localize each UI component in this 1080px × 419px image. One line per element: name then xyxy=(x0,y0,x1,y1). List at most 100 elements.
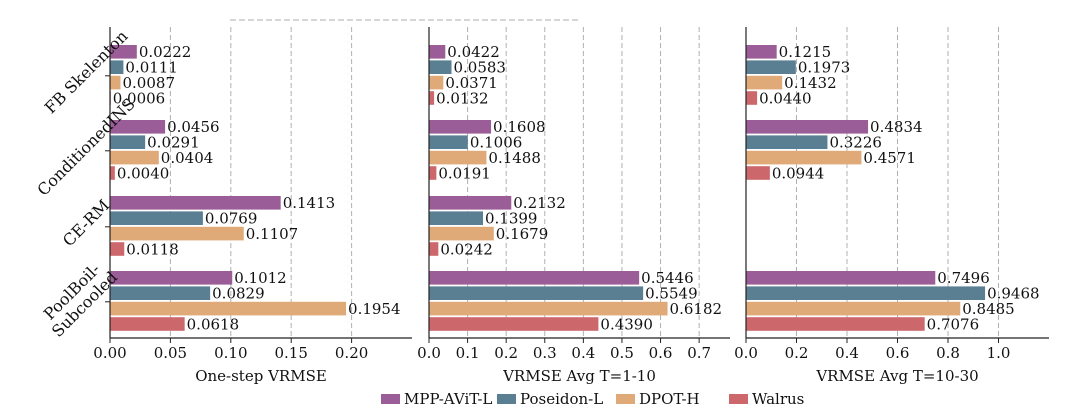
bar-value-label: 0.1954 xyxy=(348,300,401,318)
bar-mpp-avit-l-poolboil-subcooled xyxy=(429,271,640,285)
bar-poseidon-l-poolboil-subcooled xyxy=(110,286,211,300)
bar-value-label: 0.0291 xyxy=(147,134,200,152)
x-axis-label: VRMSE Avg T=1-10 xyxy=(502,367,656,385)
bar-value-label: 0.1432 xyxy=(784,74,837,92)
bar-poseidon-l-conditionedins xyxy=(429,135,468,149)
bar-mpp-avit-l-fb-skelenton xyxy=(110,45,137,59)
bar-value-label: 0.0040 xyxy=(117,164,170,182)
panel-3: 0.0 0.2 0.4 0.6 0.8 1.0 0.1215 0.4834 0.7496 0.19… xyxy=(734,27,1049,385)
bar-poseidon-l-poolboil-subcooled xyxy=(746,286,986,300)
bar-value-label: 0.6182 xyxy=(670,300,723,318)
bar-dpot-h-poolboil-subcooled xyxy=(429,301,668,316)
legend-swatch-poseidon-l xyxy=(497,394,516,404)
x-axis-label: One-step VRMSE xyxy=(195,367,327,385)
legend-swatch-dpot-h xyxy=(616,394,635,404)
bar-value-label: 0.0769 xyxy=(205,210,258,228)
bar-value-label: 0.0422 xyxy=(447,43,500,61)
bar-value-label: 0.0111 xyxy=(125,59,178,77)
bar-dpot-h-poolboil-subcooled xyxy=(110,301,347,316)
bar-walrus-ce-rm xyxy=(429,242,439,256)
bar-walrus-poolboil-subcooled xyxy=(110,317,185,331)
bar-value-label: 0.0132 xyxy=(436,89,489,107)
bar-value-label: 0.9468 xyxy=(987,285,1040,303)
bar-value-label: 0.1215 xyxy=(779,43,832,61)
bar-mpp-avit-l-fb-skelenton xyxy=(429,45,446,59)
bar-dpot-h-ce-rm xyxy=(110,226,244,241)
bar-value-label: 0.0618 xyxy=(187,315,240,333)
bar-value-label: 0.0191 xyxy=(438,164,491,182)
bar-value-label: 0.1973 xyxy=(798,59,851,77)
bar-value-label: 0.5446 xyxy=(641,269,694,287)
bar-poseidon-l-conditionedins xyxy=(746,135,828,149)
bar-mpp-avit-l-conditionedins xyxy=(429,120,492,134)
legend-label-dpot-h: DPOT-H xyxy=(639,390,700,408)
x-tick-label: 0.20 xyxy=(335,344,368,362)
bar-walrus-fb-skelenton xyxy=(746,91,758,105)
legend-label-mpp-avit-l: MPP-AViT-L xyxy=(404,390,492,408)
bar-value-label: 0.0222 xyxy=(139,43,192,61)
bar-value-label: 0.4571 xyxy=(863,149,916,167)
category-label-poolboil-subcooled: PoolBoil-Subcooled xyxy=(35,255,121,341)
x-tick-label: 0.6 xyxy=(886,344,910,362)
bar-mpp-avit-l-ce-rm xyxy=(110,196,281,210)
bar-dpot-h-poolboil-subcooled xyxy=(746,301,961,316)
bar-value-label: 0.8485 xyxy=(962,300,1015,318)
bar-mpp-avit-l-ce-rm xyxy=(429,196,512,210)
bar-value-label: 0.4390 xyxy=(600,315,653,333)
bar-mpp-avit-l-poolboil-subcooled xyxy=(746,271,936,285)
bar-mpp-avit-l-fb-skelenton xyxy=(746,45,777,59)
bar-mpp-avit-l-conditionedins xyxy=(746,120,869,134)
bar-value-label: 0.3226 xyxy=(829,134,882,152)
bar-mpp-avit-l-poolboil-subcooled xyxy=(110,271,233,285)
x-tick-label: 0.0 xyxy=(417,344,441,362)
bar-value-label: 0.1608 xyxy=(493,118,546,136)
bar-value-label: 0.0829 xyxy=(212,285,264,303)
x-tick-label: 0.05 xyxy=(154,344,187,362)
bar-dpot-h-fb-skelenton xyxy=(746,75,783,90)
x-tick-label: 0.2 xyxy=(494,344,518,362)
bar-dpot-h-ce-rm xyxy=(429,226,494,241)
x-tick-label: 0.4 xyxy=(571,344,595,362)
bar-value-label: 0.0118 xyxy=(126,240,178,258)
bar-value-label: 0.0456 xyxy=(167,118,220,136)
x-tick-label: 1.0 xyxy=(987,344,1011,362)
x-tick-label: 0.8 xyxy=(936,344,960,362)
bar-poseidon-l-conditionedins xyxy=(110,135,146,149)
bar-value-label: 0.1012 xyxy=(234,269,287,287)
bar-poseidon-l-fb-skelenton xyxy=(746,60,796,74)
x-tick-label: 0.15 xyxy=(274,344,307,362)
bar-walrus-ce-rm xyxy=(110,242,125,256)
bar-value-label: 0.0583 xyxy=(453,59,506,77)
bar-walrus-fb-skelenton xyxy=(429,91,435,105)
panel-1: 0.00 0.05 0.10 0.15 0.20 0.0222 0.0456 0.1413 0.… xyxy=(93,27,412,385)
bar-dpot-h-fb-skelenton xyxy=(429,75,444,90)
legend-swatch-walrus xyxy=(729,394,748,404)
bar-value-label: 0.0242 xyxy=(440,240,493,258)
bar-value-label: 0.0371 xyxy=(445,74,498,92)
bar-dpot-h-conditionedins xyxy=(110,150,159,165)
bar-walrus-conditionedins xyxy=(429,166,437,180)
x-tick-label: 0.5 xyxy=(610,344,634,362)
bar-walrus-conditionedins xyxy=(110,166,115,180)
bar-value-label: 0.0006 xyxy=(113,89,165,107)
bar-poseidon-l-poolboil-subcooled xyxy=(429,286,644,300)
x-tick-label: 0.1 xyxy=(456,344,480,362)
bar-value-label: 0.7076 xyxy=(927,315,980,333)
bar-value-label: 0.1413 xyxy=(283,194,336,212)
bar-poseidon-l-ce-rm xyxy=(429,211,483,225)
bar-value-label: 0.7496 xyxy=(937,269,990,287)
x-axis-label: VRMSE Avg T=10-30 xyxy=(815,367,978,385)
bar-dpot-h-conditionedins xyxy=(429,150,487,165)
bar-value-label: 0.1488 xyxy=(488,149,540,167)
panel-2: 0.0 0.1 0.2 0.3 0.4 0.5 0.6 0.7 0.0422 0.1608 0.21… xyxy=(417,27,730,385)
bar-dpot-h-fb-skelenton xyxy=(110,75,121,90)
bar-value-label: 0.1006 xyxy=(470,134,523,152)
bar-poseidon-l-fb-skelenton xyxy=(429,60,452,74)
x-tick-label: 0.10 xyxy=(214,344,247,362)
legend-swatch-mpp-avit-l xyxy=(381,394,400,404)
x-tick-label: 0.6 xyxy=(649,344,673,362)
legend: MPP-AViT-L Poseidon-L DPOT-H Walrus xyxy=(381,390,804,408)
legend-label-walrus: Walrus xyxy=(752,390,804,408)
